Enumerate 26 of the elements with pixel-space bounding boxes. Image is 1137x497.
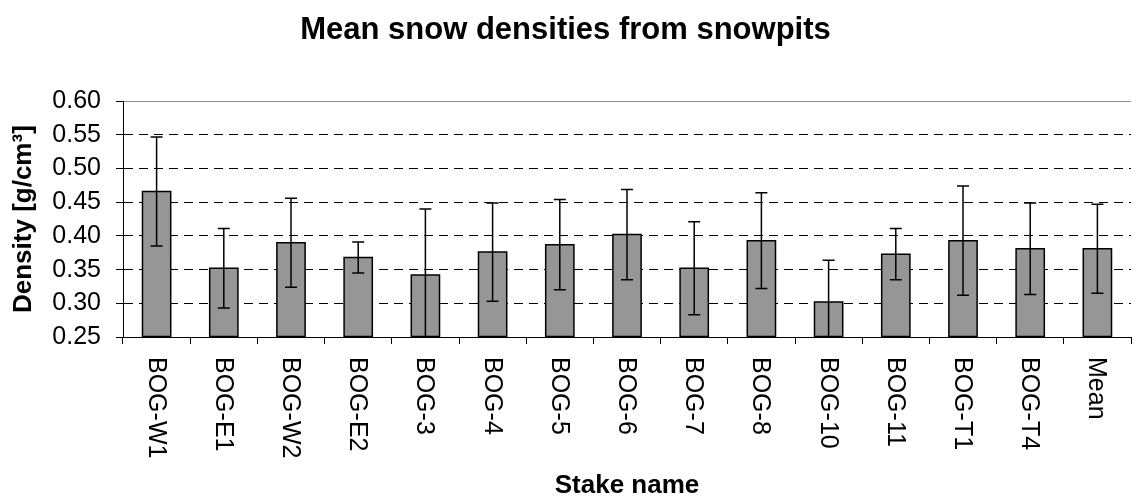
x-tick-label: BOG-3 — [411, 357, 440, 435]
x-tick-label: BOG-10 — [815, 357, 844, 449]
y-tick-label: 0.50 — [52, 152, 101, 181]
y-tick-label: 0.60 — [52, 85, 101, 114]
x-tick-label: Mean — [1083, 357, 1112, 420]
x-tick-label: BOG-E1 — [210, 357, 239, 452]
y-tick-label: 0.25 — [52, 320, 101, 349]
x-tick-label: BOG-E2 — [344, 357, 373, 452]
y-tick-label: 0.40 — [52, 219, 101, 248]
x-tick-label: BOG-T4 — [1016, 357, 1045, 451]
y-tick-label: 0.35 — [52, 253, 101, 282]
y-axis-title: Density [g/cm³] — [6, 125, 37, 314]
x-tick-label: BOG-11 — [882, 357, 911, 447]
y-tick-label: 0.45 — [52, 186, 101, 215]
x-tick-label: BOG-T1 — [949, 357, 978, 451]
y-tick-label: 0.55 — [52, 118, 101, 147]
x-tick-label: BOG-4 — [479, 357, 508, 435]
x-tick-label: BOG-5 — [546, 357, 575, 435]
x-tick-label: BOG-6 — [613, 357, 642, 435]
y-tick-label: 0.30 — [52, 287, 101, 316]
x-tick-label: BOG-8 — [747, 357, 776, 435]
x-tick-label: BOG-W1 — [143, 357, 172, 459]
x-tick-label: BOG-7 — [680, 357, 709, 435]
chart-title: Mean snow densities from snowpits — [300, 11, 831, 47]
x-tick-label: BOG-W2 — [277, 357, 306, 459]
x-axis-title: Stake name — [554, 469, 700, 497]
